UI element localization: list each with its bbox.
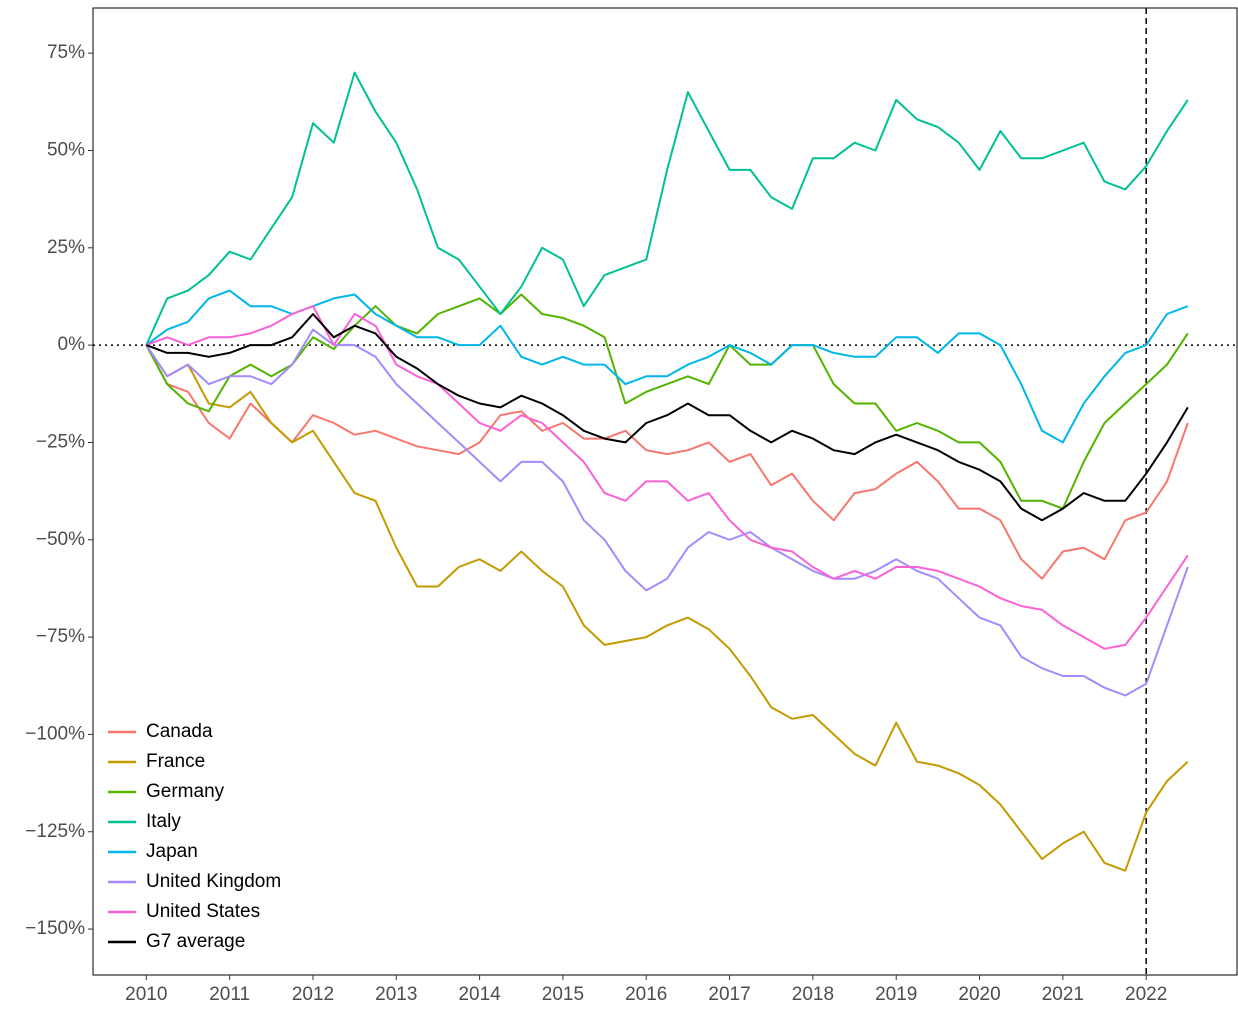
x-tick-label: 2011 bbox=[209, 984, 250, 1005]
y-tick-label: −75% bbox=[36, 626, 85, 647]
y-tick-label: −25% bbox=[36, 431, 85, 452]
x-tick-label: 2016 bbox=[625, 984, 667, 1005]
x-tick-label: 2018 bbox=[792, 984, 834, 1005]
series-line bbox=[145, 344, 1189, 872]
x-tick-label: 2020 bbox=[958, 984, 1000, 1005]
x-tick-label: 2019 bbox=[875, 984, 917, 1005]
legend-label: France bbox=[146, 751, 205, 772]
y-tick-label: −125% bbox=[25, 821, 85, 842]
legend-label: Germany bbox=[146, 781, 225, 802]
series-line bbox=[145, 344, 1189, 580]
x-tick-label: 2015 bbox=[542, 984, 584, 1005]
x-tick-label: 2013 bbox=[375, 984, 417, 1005]
y-tick-label: −50% bbox=[36, 529, 85, 550]
y-tick-label: 0% bbox=[58, 334, 86, 355]
legend-label: Italy bbox=[146, 811, 181, 832]
series-line bbox=[145, 293, 1189, 510]
series-line bbox=[145, 305, 1189, 650]
x-tick-label: 2010 bbox=[125, 984, 167, 1005]
series-line bbox=[145, 71, 1189, 346]
legend-label: Japan bbox=[146, 841, 198, 862]
legend-label: Canada bbox=[146, 721, 213, 742]
y-tick-label: −100% bbox=[25, 723, 85, 744]
series-line bbox=[145, 289, 1189, 444]
y-tick-label: 25% bbox=[47, 237, 85, 258]
plot-frame bbox=[92, 7, 1238, 976]
x-tick-label: 2022 bbox=[1125, 984, 1167, 1005]
y-tick-label: 50% bbox=[47, 139, 85, 160]
series-line bbox=[145, 313, 1189, 522]
x-tick-label: 2012 bbox=[292, 984, 334, 1005]
x-tick-label: 2021 bbox=[1042, 984, 1084, 1005]
y-tick-label: −150% bbox=[25, 918, 85, 939]
x-tick-label: 2017 bbox=[708, 984, 750, 1005]
series-line bbox=[145, 328, 1189, 697]
legend-label: United States bbox=[146, 901, 260, 922]
legend-label: United Kingdom bbox=[146, 871, 281, 892]
x-tick-label: 2014 bbox=[458, 984, 501, 1005]
legend-label: G7 average bbox=[146, 931, 245, 952]
y-tick-label: 75% bbox=[47, 42, 85, 63]
